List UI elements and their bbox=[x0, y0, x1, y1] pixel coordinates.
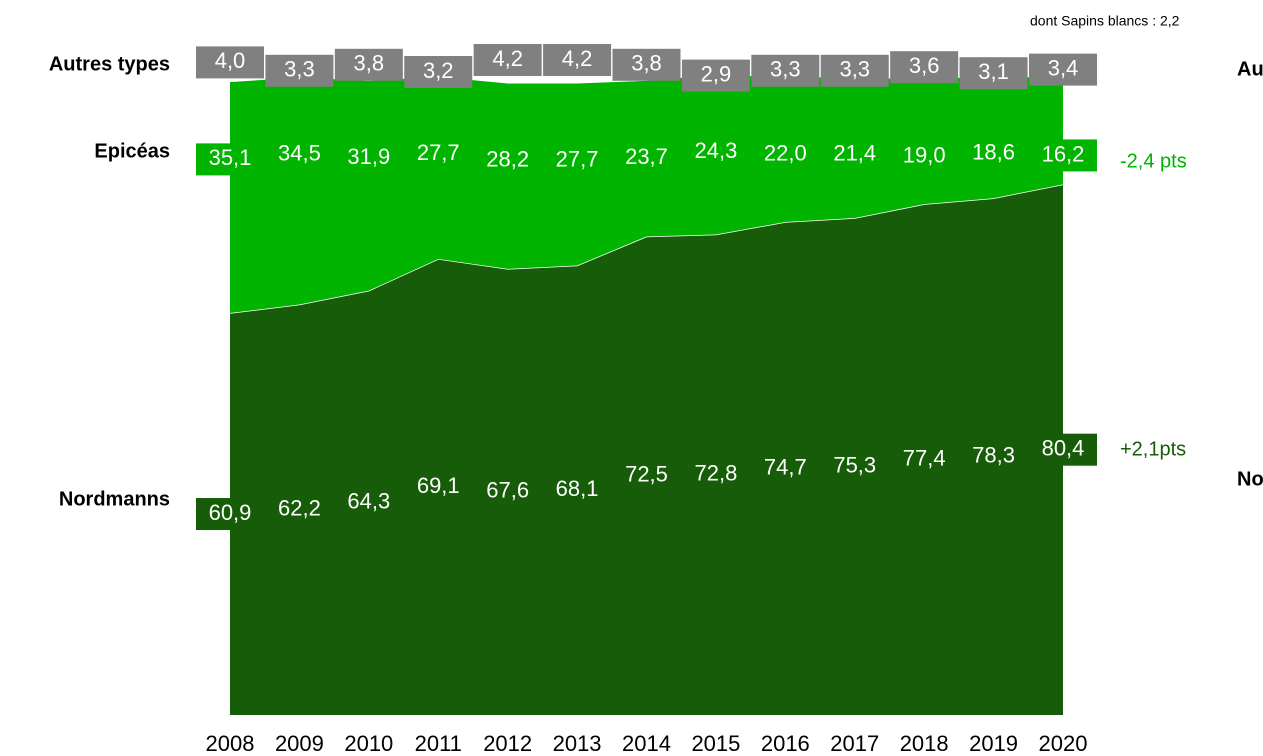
label-box bbox=[543, 44, 612, 76]
x-tick-label: 2014 bbox=[622, 731, 671, 756]
value-label: 3,4 bbox=[1048, 55, 1079, 80]
value-label: 27,7 bbox=[417, 140, 460, 165]
x-tick-label: 2017 bbox=[830, 731, 879, 756]
label-box bbox=[334, 48, 403, 81]
value-label: 3,2 bbox=[423, 58, 454, 83]
value-label: 27,7 bbox=[556, 147, 599, 172]
x-tick-label: 2012 bbox=[483, 731, 532, 756]
value-label: 34,5 bbox=[278, 141, 321, 166]
series-label: Epicéas bbox=[94, 140, 170, 162]
value-label: 31,9 bbox=[347, 144, 390, 169]
value-label: 35,1 bbox=[209, 145, 252, 170]
x-tick-label: 2011 bbox=[415, 731, 462, 756]
series-label: Autres types bbox=[49, 53, 170, 75]
value-label: 24,3 bbox=[695, 138, 738, 163]
value-label: 18,6 bbox=[972, 139, 1015, 164]
annotation: -2,4 pts bbox=[1120, 150, 1187, 172]
x-tick-label: 2015 bbox=[691, 731, 740, 756]
x-tick-label: 2010 bbox=[344, 731, 393, 756]
x-tick-label: 2009 bbox=[275, 731, 324, 756]
value-label: 72,5 bbox=[625, 462, 668, 487]
label-box bbox=[890, 51, 959, 84]
x-tick-label: 2019 bbox=[969, 731, 1018, 756]
value-label: 77,4 bbox=[903, 445, 946, 470]
value-label: 4,2 bbox=[492, 46, 523, 71]
value-label: 3,3 bbox=[284, 57, 315, 82]
value-label: 3,6 bbox=[909, 53, 940, 78]
value-label: 21,4 bbox=[833, 141, 876, 166]
label-box bbox=[1029, 53, 1097, 86]
label-box bbox=[612, 48, 681, 81]
value-label: 75,3 bbox=[833, 452, 876, 477]
series-label: Autres types bbox=[1237, 58, 1263, 80]
value-label: 19,0 bbox=[903, 143, 946, 168]
value-label: 64,3 bbox=[347, 489, 390, 514]
value-label: 69,1 bbox=[417, 473, 460, 498]
label-box bbox=[404, 56, 473, 88]
x-tick-label: 2013 bbox=[553, 731, 602, 756]
x-tick-label: 2008 bbox=[206, 731, 255, 756]
value-label: 2,9 bbox=[701, 61, 732, 86]
value-label: 16,2 bbox=[1042, 141, 1085, 166]
value-label: 3,8 bbox=[354, 51, 385, 76]
value-label: 22,0 bbox=[764, 141, 807, 166]
label-box bbox=[196, 46, 264, 79]
label-box bbox=[820, 54, 889, 87]
value-label: 74,7 bbox=[764, 454, 807, 479]
value-label: 4,0 bbox=[215, 48, 246, 73]
value-label: 78,3 bbox=[972, 442, 1015, 467]
annotation: +2,1pts bbox=[1120, 438, 1186, 460]
label-box bbox=[959, 57, 1028, 90]
label-box bbox=[196, 498, 264, 531]
series-label: Nordmanns bbox=[59, 488, 170, 510]
label-box bbox=[681, 59, 750, 92]
x-tick-label: 2018 bbox=[900, 731, 949, 756]
value-label: 3,1 bbox=[978, 59, 1009, 84]
area bbox=[230, 184, 1063, 716]
series-label: Nordmanns bbox=[1237, 468, 1263, 490]
value-label: 3,3 bbox=[839, 57, 870, 82]
value-label: 23,7 bbox=[625, 144, 668, 169]
x-tick-label: 2016 bbox=[761, 731, 810, 756]
area bbox=[230, 74, 1063, 314]
value-label: 72,8 bbox=[695, 461, 738, 486]
value-label: 67,6 bbox=[486, 478, 529, 503]
value-label: 60,9 bbox=[209, 500, 252, 525]
label-box bbox=[751, 54, 820, 87]
label-box bbox=[196, 143, 264, 176]
x-tick-label: 2020 bbox=[1039, 731, 1088, 756]
value-label: 28,2 bbox=[486, 147, 529, 172]
value-label: 3,3 bbox=[770, 57, 801, 82]
value-label: 4,2 bbox=[562, 46, 593, 71]
label-box bbox=[1029, 139, 1097, 172]
annotation: dont Sapins blancs : 2,2 bbox=[1030, 13, 1180, 29]
value-label: 80,4 bbox=[1042, 435, 1085, 460]
value-label: 68,1 bbox=[556, 476, 599, 501]
label-box bbox=[1029, 433, 1097, 466]
value-label: 62,2 bbox=[278, 496, 321, 521]
label-box bbox=[265, 54, 334, 87]
label-box bbox=[473, 44, 542, 76]
value-label: 3,8 bbox=[631, 51, 662, 76]
